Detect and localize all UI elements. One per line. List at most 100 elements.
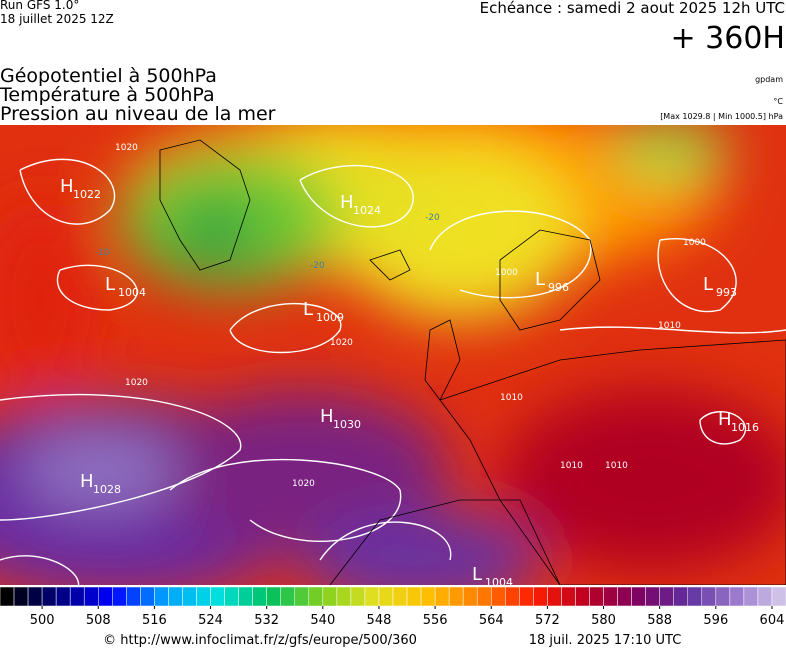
center-letter: H bbox=[320, 406, 334, 427]
scale-cell bbox=[112, 586, 127, 607]
field-name: Pression au niveau de la mer bbox=[0, 103, 276, 125]
field-name: Géopotentiel à 500hPa bbox=[0, 65, 217, 87]
center-value: 1024 bbox=[353, 204, 381, 217]
scale-cell bbox=[280, 586, 296, 607]
scale-cell bbox=[140, 586, 155, 607]
scale-label: 500 bbox=[30, 613, 55, 628]
contour-label: 1020 bbox=[292, 479, 315, 489]
contour-label: 1010 bbox=[500, 393, 523, 403]
scale-cell bbox=[631, 586, 646, 607]
scale-cell bbox=[757, 586, 773, 607]
scale-cell bbox=[266, 586, 281, 607]
scale-cell bbox=[350, 586, 366, 607]
center-value: 996 bbox=[548, 281, 569, 294]
scale-cell bbox=[154, 586, 169, 607]
coastlines bbox=[159, 139, 786, 585]
center-value: 1009 bbox=[316, 311, 344, 324]
lead-time: + 360H bbox=[671, 21, 786, 56]
contour-label: 1000 bbox=[683, 238, 706, 248]
center-letter: L bbox=[535, 269, 545, 290]
scale-label: 540 bbox=[310, 613, 335, 628]
pressure-center: L 1009 bbox=[303, 299, 344, 324]
scale-cell bbox=[0, 586, 15, 607]
pressure-center: L 996 bbox=[535, 269, 569, 294]
scale-cell bbox=[519, 586, 534, 607]
scale-label: 564 bbox=[479, 613, 504, 628]
scale-cell bbox=[505, 586, 520, 607]
pressure-range: [Max 1029.8 | Min 1000.5] hPa bbox=[660, 112, 783, 121]
isobars bbox=[0, 158, 786, 585]
pressure-center: H 1030 bbox=[320, 406, 361, 431]
center-letter: L bbox=[472, 564, 482, 585]
scale-cell bbox=[41, 586, 57, 607]
scale-label: 580 bbox=[591, 613, 616, 628]
scale-cell bbox=[701, 586, 717, 607]
scale-cell bbox=[406, 586, 422, 607]
scale-cell bbox=[238, 586, 253, 607]
scale-cell bbox=[308, 586, 324, 607]
scale-cell bbox=[55, 586, 71, 607]
valid-time: Echéance : samedi 2 aout 2025 12h UTC bbox=[480, 0, 785, 17]
contour-label: 1000 bbox=[495, 268, 518, 278]
unit: °C bbox=[773, 97, 783, 106]
scale-cell bbox=[617, 586, 632, 607]
scale-cell bbox=[364, 586, 380, 607]
scale-cell bbox=[589, 586, 604, 607]
scale-cell bbox=[27, 586, 43, 607]
scale-cell bbox=[448, 586, 464, 607]
scale-cell bbox=[294, 586, 310, 607]
scale-label: 572 bbox=[535, 613, 560, 628]
scale-cell bbox=[378, 586, 394, 607]
center-value: 1016 bbox=[731, 421, 759, 434]
scale-label: 532 bbox=[254, 613, 279, 628]
center-value: 1022 bbox=[73, 188, 101, 201]
center-value: 1030 bbox=[333, 418, 361, 431]
scale-cell bbox=[168, 586, 183, 607]
scale-cell bbox=[659, 586, 674, 607]
scale-cell bbox=[547, 586, 562, 607]
scale-label: 556 bbox=[423, 613, 448, 628]
scale-label: 588 bbox=[647, 613, 672, 628]
run: Run GFS 1.0° bbox=[0, 0, 79, 12]
pressure-center: L 1004 bbox=[472, 564, 513, 589]
scale-cell bbox=[182, 586, 197, 607]
scale-cell bbox=[434, 586, 450, 607]
scale-cell bbox=[83, 586, 99, 607]
scale-label: 548 bbox=[367, 613, 392, 628]
scale-label: 524 bbox=[198, 613, 223, 628]
scale-cell bbox=[252, 586, 267, 607]
pressure-center: H 1016 bbox=[718, 409, 759, 434]
center-letter: H bbox=[60, 176, 74, 197]
field-name: Température à 500hPa bbox=[0, 84, 215, 106]
contour-label: 1020 bbox=[115, 143, 138, 153]
scale-label: 516 bbox=[142, 613, 167, 628]
center-letter: L bbox=[703, 274, 713, 295]
scale-cell bbox=[645, 586, 660, 607]
contour-label: 1010 bbox=[658, 321, 681, 331]
scale-cell bbox=[126, 586, 141, 607]
scale-cell bbox=[533, 586, 548, 607]
scale-cell bbox=[476, 586, 492, 607]
center-value: 1004 bbox=[485, 576, 513, 589]
scale-cell bbox=[603, 586, 618, 607]
source-url: © http://www.infoclimat.fr/z/gfs/europe/… bbox=[103, 633, 417, 648]
contour-label: -20 bbox=[310, 261, 325, 271]
contour-label: 1010 bbox=[560, 461, 583, 471]
scale-cell bbox=[392, 586, 408, 607]
pressure-center: L 1004 bbox=[105, 274, 146, 299]
scale-cell bbox=[687, 586, 703, 607]
center-letter: L bbox=[105, 274, 115, 295]
scale-cell bbox=[561, 586, 576, 607]
pressure-center: L 993 bbox=[703, 274, 737, 299]
contour-label: 1010 bbox=[605, 461, 628, 471]
contour-label: -10 bbox=[95, 248, 110, 258]
scale-cell bbox=[771, 586, 786, 607]
contour-label: -20 bbox=[425, 213, 440, 223]
scale-label: 508 bbox=[86, 613, 111, 628]
center-value: 993 bbox=[716, 286, 737, 299]
center-letter: H bbox=[718, 409, 732, 430]
center-letter: L bbox=[303, 299, 313, 320]
scale-cell bbox=[743, 586, 759, 607]
scale-cell bbox=[336, 586, 352, 607]
scale-cell bbox=[196, 586, 211, 607]
